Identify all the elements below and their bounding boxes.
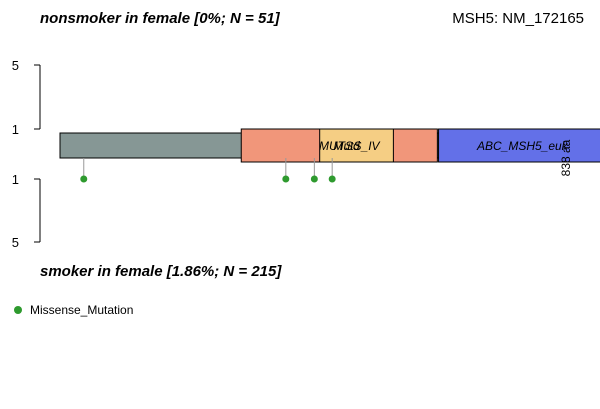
bottom-panel-title: smoker in female [1.86%; N = 215] — [40, 263, 282, 280]
bottom-tick-low-label: 1 — [12, 172, 19, 187]
domain-label-MutS_IV: MutS_IV — [334, 139, 381, 153]
lollipop-head-0 — [80, 175, 88, 183]
domain-label-MUTSd: MUTSd — [319, 139, 360, 153]
top-tick-high-label: 5 — [12, 58, 19, 73]
lollipop-head-1 — [282, 175, 290, 183]
top-tick-low-label: 1 — [12, 122, 19, 137]
bottom-tick-high-label: 5 — [12, 235, 19, 250]
top-panel-title: nonsmoker in female [0%; N = 51] — [40, 10, 280, 27]
gene-label: MSH5: NM_172165 — [452, 10, 584, 27]
protein-length-label: 838 aa — [559, 139, 573, 176]
lollipop-head-3 — [328, 175, 336, 183]
domain-MutS_IV — [319, 128, 394, 163]
lollipop-head-2 — [310, 175, 318, 183]
legend-swatch-missense — [14, 306, 22, 314]
legend: Missense_Mutation — [14, 303, 133, 317]
domain-label-ABC_MSH5_euk: ABC_MSH5_euk — [476, 139, 569, 153]
legend-label-missense: Missense_Mutation — [30, 303, 134, 317]
domain-ABC_MSH5_euk — [438, 128, 600, 163]
